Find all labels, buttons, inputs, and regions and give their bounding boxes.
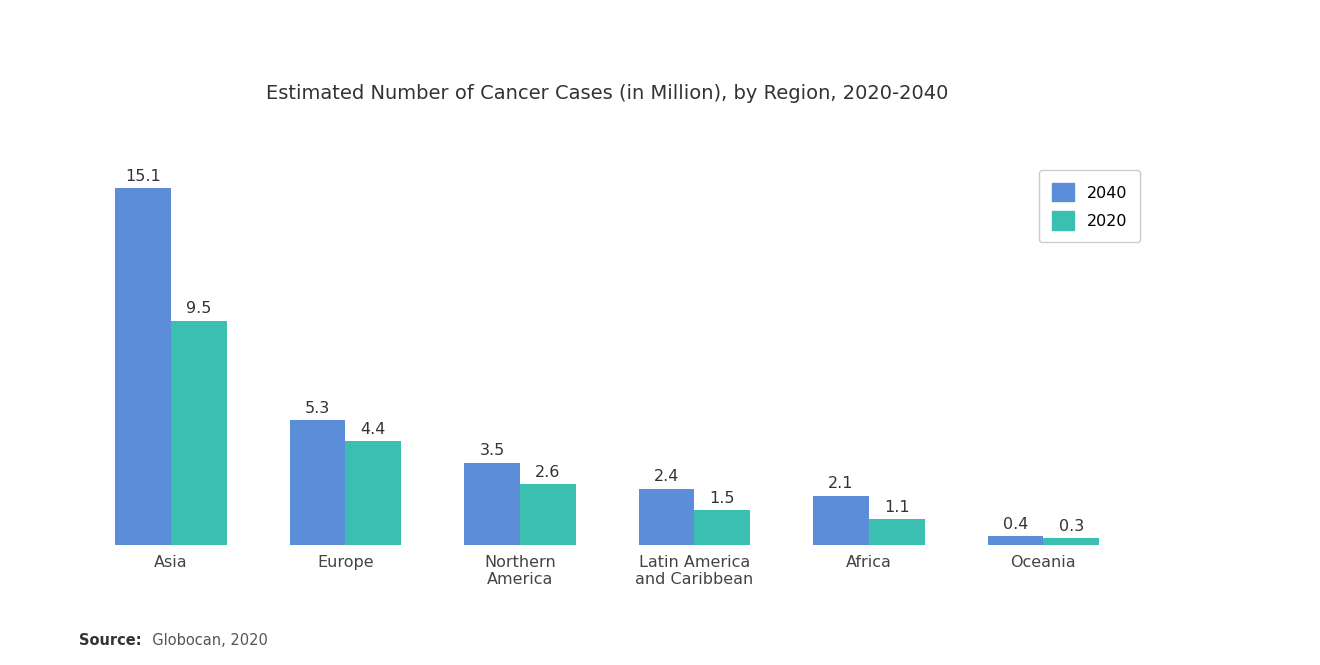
Legend: 2040, 2020: 2040, 2020 [1039,170,1140,242]
Bar [987,536,1043,545]
Bar [115,188,172,545]
Bar [172,321,227,545]
Bar [289,420,346,545]
Title: Estimated Number of Cancer Cases (in Million), by Region, 2020-2040: Estimated Number of Cancer Cases (in Mil… [267,84,948,103]
Text: 2.1: 2.1 [828,476,854,491]
Text: 4.4: 4.4 [360,422,387,437]
Bar [1043,538,1100,545]
Text: 0.4: 0.4 [1003,517,1028,531]
Text: 9.5: 9.5 [186,301,211,317]
Text: 0.3: 0.3 [1059,519,1084,534]
Bar [639,489,694,545]
Text: 15.1: 15.1 [125,169,161,184]
Text: 1.1: 1.1 [884,500,909,515]
Bar [465,463,520,545]
Bar [694,510,750,545]
Text: 3.5: 3.5 [479,444,504,458]
Bar [813,495,869,545]
Text: 1.5: 1.5 [710,491,735,505]
Text: Source:: Source: [79,633,141,648]
Text: Globocan, 2020: Globocan, 2020 [143,633,268,648]
Bar [346,442,401,545]
Text: 5.3: 5.3 [305,401,330,416]
Bar [520,484,576,545]
Bar [869,519,925,545]
Text: 2.6: 2.6 [535,465,561,479]
Text: 2.4: 2.4 [653,469,680,484]
